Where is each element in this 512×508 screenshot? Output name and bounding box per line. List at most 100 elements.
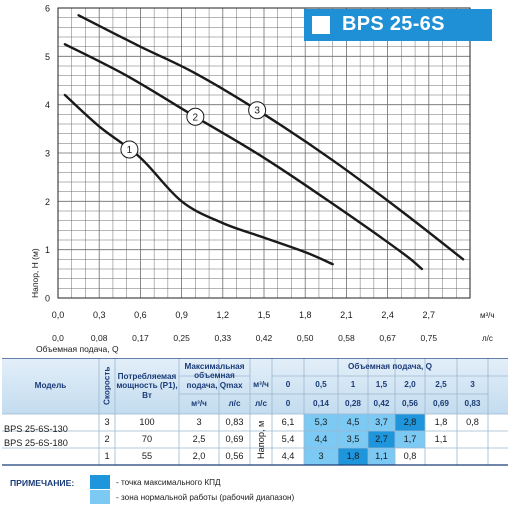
x-tick-label-m3h: 2,4: [381, 310, 394, 320]
working-range-cell: [395, 431, 425, 448]
x-tick-label-m3h: 0,3: [93, 310, 106, 320]
speed-value: 3: [104, 417, 110, 428]
x-tick-label-ls: 0,08: [91, 333, 108, 343]
flow-ls-value: 0,83: [464, 399, 481, 409]
flow-ls-value: 0,28: [345, 399, 361, 409]
curves: 1 2 3: [63, 14, 465, 271]
plot-frame: [57, 7, 471, 299]
x-tick-label-m3h: 0,9: [175, 310, 188, 320]
y-tick-label: 5: [45, 52, 50, 62]
head-value: 0,8: [466, 417, 479, 428]
y-tick-label: 4: [45, 100, 50, 110]
speed-value: 1: [104, 451, 110, 462]
table-shades: [304, 414, 425, 465]
y-tick-label: 1: [45, 245, 50, 255]
flow-ls-value: 0,42: [373, 399, 390, 409]
max-efficiency-cell: [395, 414, 425, 431]
y-tick-label: 2: [45, 197, 50, 207]
flow-m3h-value: 2,0: [404, 380, 416, 390]
working-range-cell: [304, 448, 338, 465]
note-title: ПРИМЕЧАНИЕ:: [10, 478, 75, 488]
x-tick-label-ls: 0,17: [132, 333, 149, 343]
badge-square-icon: [312, 16, 330, 34]
normal-zone-note: - зона нормальной работы (рабочий диапаз…: [116, 493, 295, 502]
axis-ticks: 0 1 2 3 4 5 6 0,0 0,3 0,6 0,9 1,2 1,5 1,8 2,1 2,4 2,7 0,0…: [45, 4, 437, 344]
head-value: 4,4: [281, 451, 295, 462]
curve-label: 2: [193, 112, 199, 123]
head-value: 5,4: [281, 434, 295, 445]
y-tick-label: 0: [45, 294, 50, 304]
qmax-m3h-value: 2,5: [192, 434, 206, 445]
flow-m3h-value: 1: [350, 380, 356, 390]
curve-speed-1: [63, 93, 334, 266]
header-qmax: Максимальная объемная подача, Qmax: [184, 362, 245, 390]
head-value: 3,7: [375, 417, 388, 428]
x-tick-label-ls: 0,67: [379, 333, 396, 343]
table-lines: [2, 358, 508, 466]
x-unit-top: м³/ч: [480, 311, 495, 320]
flow-ls-value: 0,69: [433, 399, 449, 409]
y-tick-label: 3: [45, 149, 50, 159]
x-tick-label-m3h: 2,1: [340, 310, 353, 320]
flow-ls-value: 0,56: [402, 399, 418, 409]
curve-label-badge: [248, 101, 267, 120]
x-tick-label-m3h: 1,8: [299, 310, 312, 320]
max-efficiency-cell: [338, 448, 368, 465]
working-range-cell: [338, 414, 368, 431]
normal-zone-swatch: [90, 490, 110, 504]
working-range-cell: [304, 414, 338, 431]
flow-ls-value: 0: [285, 399, 291, 409]
head-value: 1,7: [403, 434, 417, 445]
power-value: 55: [141, 451, 153, 462]
flow-m3h-value: 1,5: [375, 380, 388, 390]
model-badge: BPS 25-6S: [304, 9, 492, 41]
curve-speed-2: [63, 43, 424, 271]
power-value: 70: [141, 434, 153, 445]
x-tick-label-ls: 0,25: [173, 333, 190, 343]
curve-label: 3: [254, 106, 260, 117]
x-tick-label-m3h: 1,2: [217, 310, 230, 320]
x-tick-label-m3h: 1,5: [258, 310, 271, 320]
working-range-cell: [304, 431, 338, 448]
head-value: 1,8: [434, 417, 448, 428]
header-qmax-m3h: м³/ч: [191, 399, 207, 409]
head-value: 3,5: [346, 434, 360, 445]
qmax-ls-value: 0,69: [225, 434, 244, 445]
y-tick-label: 6: [45, 4, 50, 14]
pump-curve-chart: 1 2 3 0 1 2 3 4 5 6 0,0 0,3 0,6 0,9 1,2 1,5 1,8 2,1 2,4 2,…: [30, 4, 495, 355]
flow-ls-value: 0,14: [313, 399, 329, 409]
table-header-band: [2, 358, 508, 414]
power-value: 100: [139, 417, 155, 428]
performance-table: [2, 358, 508, 466]
flow-m3h-value: 3: [470, 380, 475, 390]
head-value: 3: [318, 451, 324, 462]
x-tick-label-m3h: 0,6: [134, 310, 147, 320]
curve-speed-3: [77, 14, 465, 261]
speed-value: 2: [104, 434, 110, 445]
header-qmax-ls: л/с: [228, 399, 241, 409]
working-range-cell: [368, 414, 395, 431]
head-value: 5,3: [314, 417, 328, 428]
qmax-m3h-value: 2,0: [192, 451, 206, 462]
header-flow-m3h-unit: м³/ч: [253, 380, 269, 390]
head-value: 6,1: [281, 417, 295, 428]
x-tick-label-ls: 0,58: [338, 333, 355, 343]
model-name: BPS 25-6S-130: [4, 423, 68, 434]
x-tick-label-ls: 0,33: [215, 333, 232, 343]
x-unit-bottom: л/с: [482, 334, 493, 343]
head-value: 2,7: [375, 434, 388, 445]
working-range-cell: [368, 448, 395, 465]
max-efficiency-note: - точка максимального КПД: [116, 478, 221, 487]
flow-m3h-value: 0: [285, 380, 291, 390]
header-model: Модель: [34, 381, 67, 391]
head-value: 2,8: [403, 417, 417, 428]
max-efficiency-swatch: [90, 475, 110, 489]
qmax-ls-value: 0,83: [225, 417, 244, 428]
header-flow-ls-unit: л/с: [254, 399, 268, 409]
head-value: 4,5: [346, 417, 360, 428]
flow-m3h-value: 2,5: [435, 380, 447, 390]
x-tick-label-m3h: 0,0: [52, 310, 65, 320]
x-tick-label-ls: 0,75: [421, 333, 438, 343]
curve-label: 1: [127, 145, 133, 156]
flow-m3h-value: 0,5: [315, 380, 327, 390]
